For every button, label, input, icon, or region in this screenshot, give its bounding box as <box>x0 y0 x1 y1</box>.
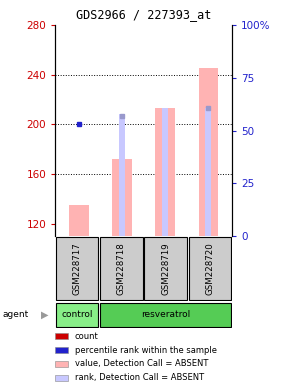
Bar <box>100 303 231 327</box>
Text: count: count <box>75 332 99 341</box>
Bar <box>119 114 125 236</box>
Bar <box>56 303 98 327</box>
Text: GSM228717: GSM228717 <box>73 242 82 295</box>
Text: resveratrol: resveratrol <box>141 310 190 319</box>
Text: control: control <box>61 310 93 319</box>
Text: value, Detection Call = ABSENT: value, Detection Call = ABSENT <box>75 359 208 369</box>
Bar <box>55 347 68 353</box>
Text: rank, Detection Call = ABSENT: rank, Detection Call = ABSENT <box>75 373 204 382</box>
Bar <box>112 159 132 236</box>
Text: GSM228718: GSM228718 <box>117 242 126 295</box>
Text: GSM228720: GSM228720 <box>205 242 214 295</box>
Title: GDS2966 / 227393_at: GDS2966 / 227393_at <box>76 8 211 21</box>
Bar <box>55 361 68 367</box>
Bar <box>55 374 68 381</box>
Bar <box>144 237 187 300</box>
Text: agent: agent <box>3 310 29 319</box>
Bar <box>56 237 98 300</box>
Bar <box>55 333 68 339</box>
Bar <box>100 237 143 300</box>
Text: GSM228719: GSM228719 <box>161 242 170 295</box>
Bar <box>189 237 231 300</box>
Bar <box>69 205 88 236</box>
Bar <box>162 108 168 236</box>
Bar <box>199 68 218 236</box>
Text: percentile rank within the sample: percentile rank within the sample <box>75 346 217 354</box>
Text: ▶: ▶ <box>41 310 48 320</box>
Bar <box>206 108 211 236</box>
Bar <box>155 108 175 236</box>
